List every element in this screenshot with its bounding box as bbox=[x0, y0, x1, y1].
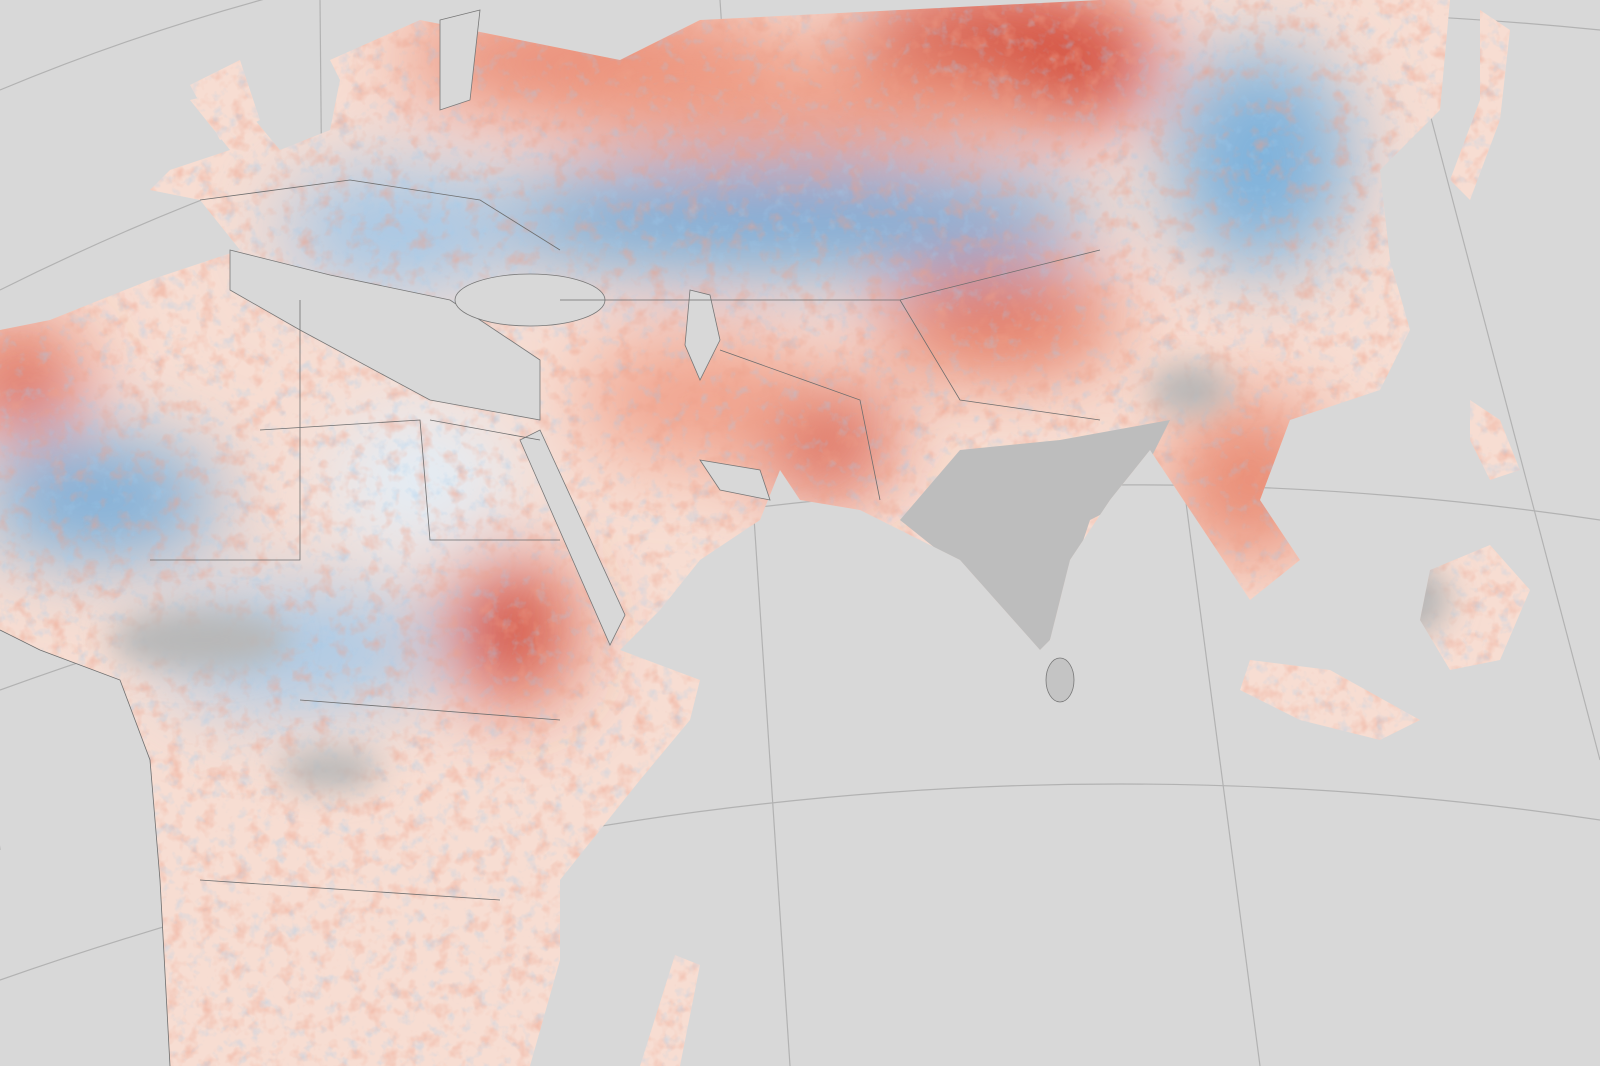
red-sea bbox=[519, 429, 626, 646]
baltic-sea bbox=[439, 9, 481, 111]
islands bbox=[1045, 657, 1075, 703]
caspian-sea bbox=[684, 289, 721, 381]
parallel bbox=[0, 0, 264, 91]
no-data-india bbox=[900, 420, 1170, 690]
water-bodies bbox=[229, 9, 771, 646]
mediterranean-sea bbox=[229, 249, 541, 421]
sri-lanka bbox=[1045, 657, 1075, 703]
meridian bbox=[1399, 0, 1600, 761]
borders bbox=[0, 179, 1101, 1066]
persian-gulf bbox=[699, 459, 771, 501]
